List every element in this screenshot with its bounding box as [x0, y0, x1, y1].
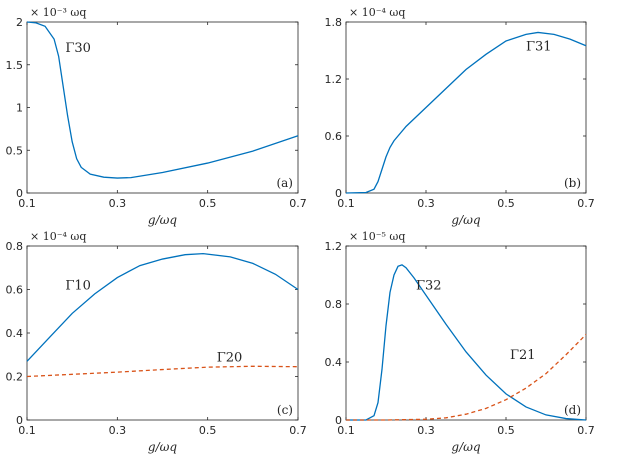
series-label: Γ20 — [217, 350, 243, 365]
series-line-1 — [26, 21, 299, 179]
axis-multiplier-label: × 10⁻³ ωq — [30, 6, 86, 19]
y-tick-label: 0.2 — [6, 371, 24, 384]
series-line-2 — [26, 365, 299, 378]
x-tick-label: 0.1 — [337, 197, 355, 210]
y-tick-label: 2 — [16, 16, 23, 29]
x-tick-label: 0.7 — [289, 197, 307, 210]
x-tick-label: 0.7 — [577, 424, 595, 437]
plot-frame — [345, 21, 587, 194]
x-tick-label: 0.7 — [289, 424, 307, 437]
x-tick-label: 0.1 — [18, 197, 36, 210]
series-line-1 — [26, 252, 299, 362]
series-label: Γ10 — [65, 279, 91, 294]
series-label: Γ21 — [510, 348, 536, 363]
axis-multiplier-label: × 10⁻⁴ ωq — [349, 6, 405, 19]
panel-tag: (a) — [276, 176, 293, 190]
x-tick-label: 0.5 — [199, 197, 217, 210]
panel-d: 0.1 0.3 0.5 0.7 0 0.4 0.8 1.2 × 10⁻⁵ ωq g/ωq (d) Γ3… — [325, 230, 595, 454]
series-line-1 — [346, 264, 587, 421]
x-tick-label: 0.5 — [199, 424, 217, 437]
x-tick-label: 0.1 — [337, 424, 355, 437]
x-tick-label: 0.3 — [109, 197, 127, 210]
series-label: Γ32 — [416, 279, 442, 294]
x-axis-label: g/ωq — [148, 213, 178, 227]
y-tick-label: 1.5 — [6, 59, 24, 72]
y-tick-label: 1.8 — [325, 16, 343, 29]
x-tick-label: 0.7 — [577, 197, 595, 210]
y-tick-label: 0.6 — [6, 284, 24, 297]
panel-c: 0.1 0.3 0.5 0.7 0 0.2 0.4 0.6 0.8 × 10⁻⁴ ωq g/ωq (c… — [6, 230, 307, 454]
y-tick-label: 0.4 — [325, 356, 343, 369]
series-line-1 — [345, 31, 587, 194]
y-tick-label: 1.2 — [325, 240, 343, 253]
y-tick-label: 0.4 — [6, 327, 24, 340]
x-tick-label: 0.3 — [417, 424, 435, 437]
panel-tag: (d) — [564, 403, 581, 417]
series-line-2 — [346, 333, 587, 421]
y-tick-label: 0.5 — [6, 144, 24, 157]
panel-tag: (c) — [277, 403, 293, 417]
x-tick-label: 0.5 — [497, 197, 515, 210]
y-tick-label: 0.6 — [325, 130, 343, 143]
x-tick-label: 0.1 — [18, 424, 36, 437]
y-tick-label: 0 — [16, 414, 23, 427]
y-tick-label: 0 — [16, 187, 23, 200]
y-tick-label: 1 — [16, 102, 23, 115]
panel-b: 0.1 0.3 0.5 0.7 0 0.6 1.2 1.8 × 10⁻⁴ ωq g/ωq (b) Γ3… — [325, 6, 595, 227]
x-axis-label: g/ωq — [148, 440, 178, 454]
y-tick-label: 0 — [335, 187, 342, 200]
x-axis-label: g/ωq — [451, 440, 481, 454]
axis-multiplier-label: × 10⁻⁵ ωq — [349, 230, 405, 243]
panel-a: 0.1 0.3 0.5 0.7 0 0.5 1 1.5 2 × 10⁻³ ωq g/ωq (a) Γ30 — [6, 6, 307, 227]
x-tick-label: 0.3 — [109, 424, 127, 437]
panel-tag: (b) — [564, 176, 581, 190]
series-label: Γ30 — [65, 41, 91, 56]
y-tick-label: 1.2 — [325, 73, 343, 86]
x-tick-label: 0.5 — [497, 424, 515, 437]
series-label: Γ31 — [526, 40, 552, 55]
plot-frame — [26, 245, 299, 421]
y-tick-label: 0.8 — [6, 240, 24, 253]
x-tick-label: 0.3 — [417, 197, 435, 210]
plot-frame — [345, 245, 587, 421]
y-tick-label: 0 — [335, 414, 342, 427]
y-tick-label: 0.8 — [325, 298, 343, 311]
x-axis-label: g/ωq — [451, 213, 481, 227]
axis-multiplier-label: × 10⁻⁴ ωq — [30, 230, 86, 243]
